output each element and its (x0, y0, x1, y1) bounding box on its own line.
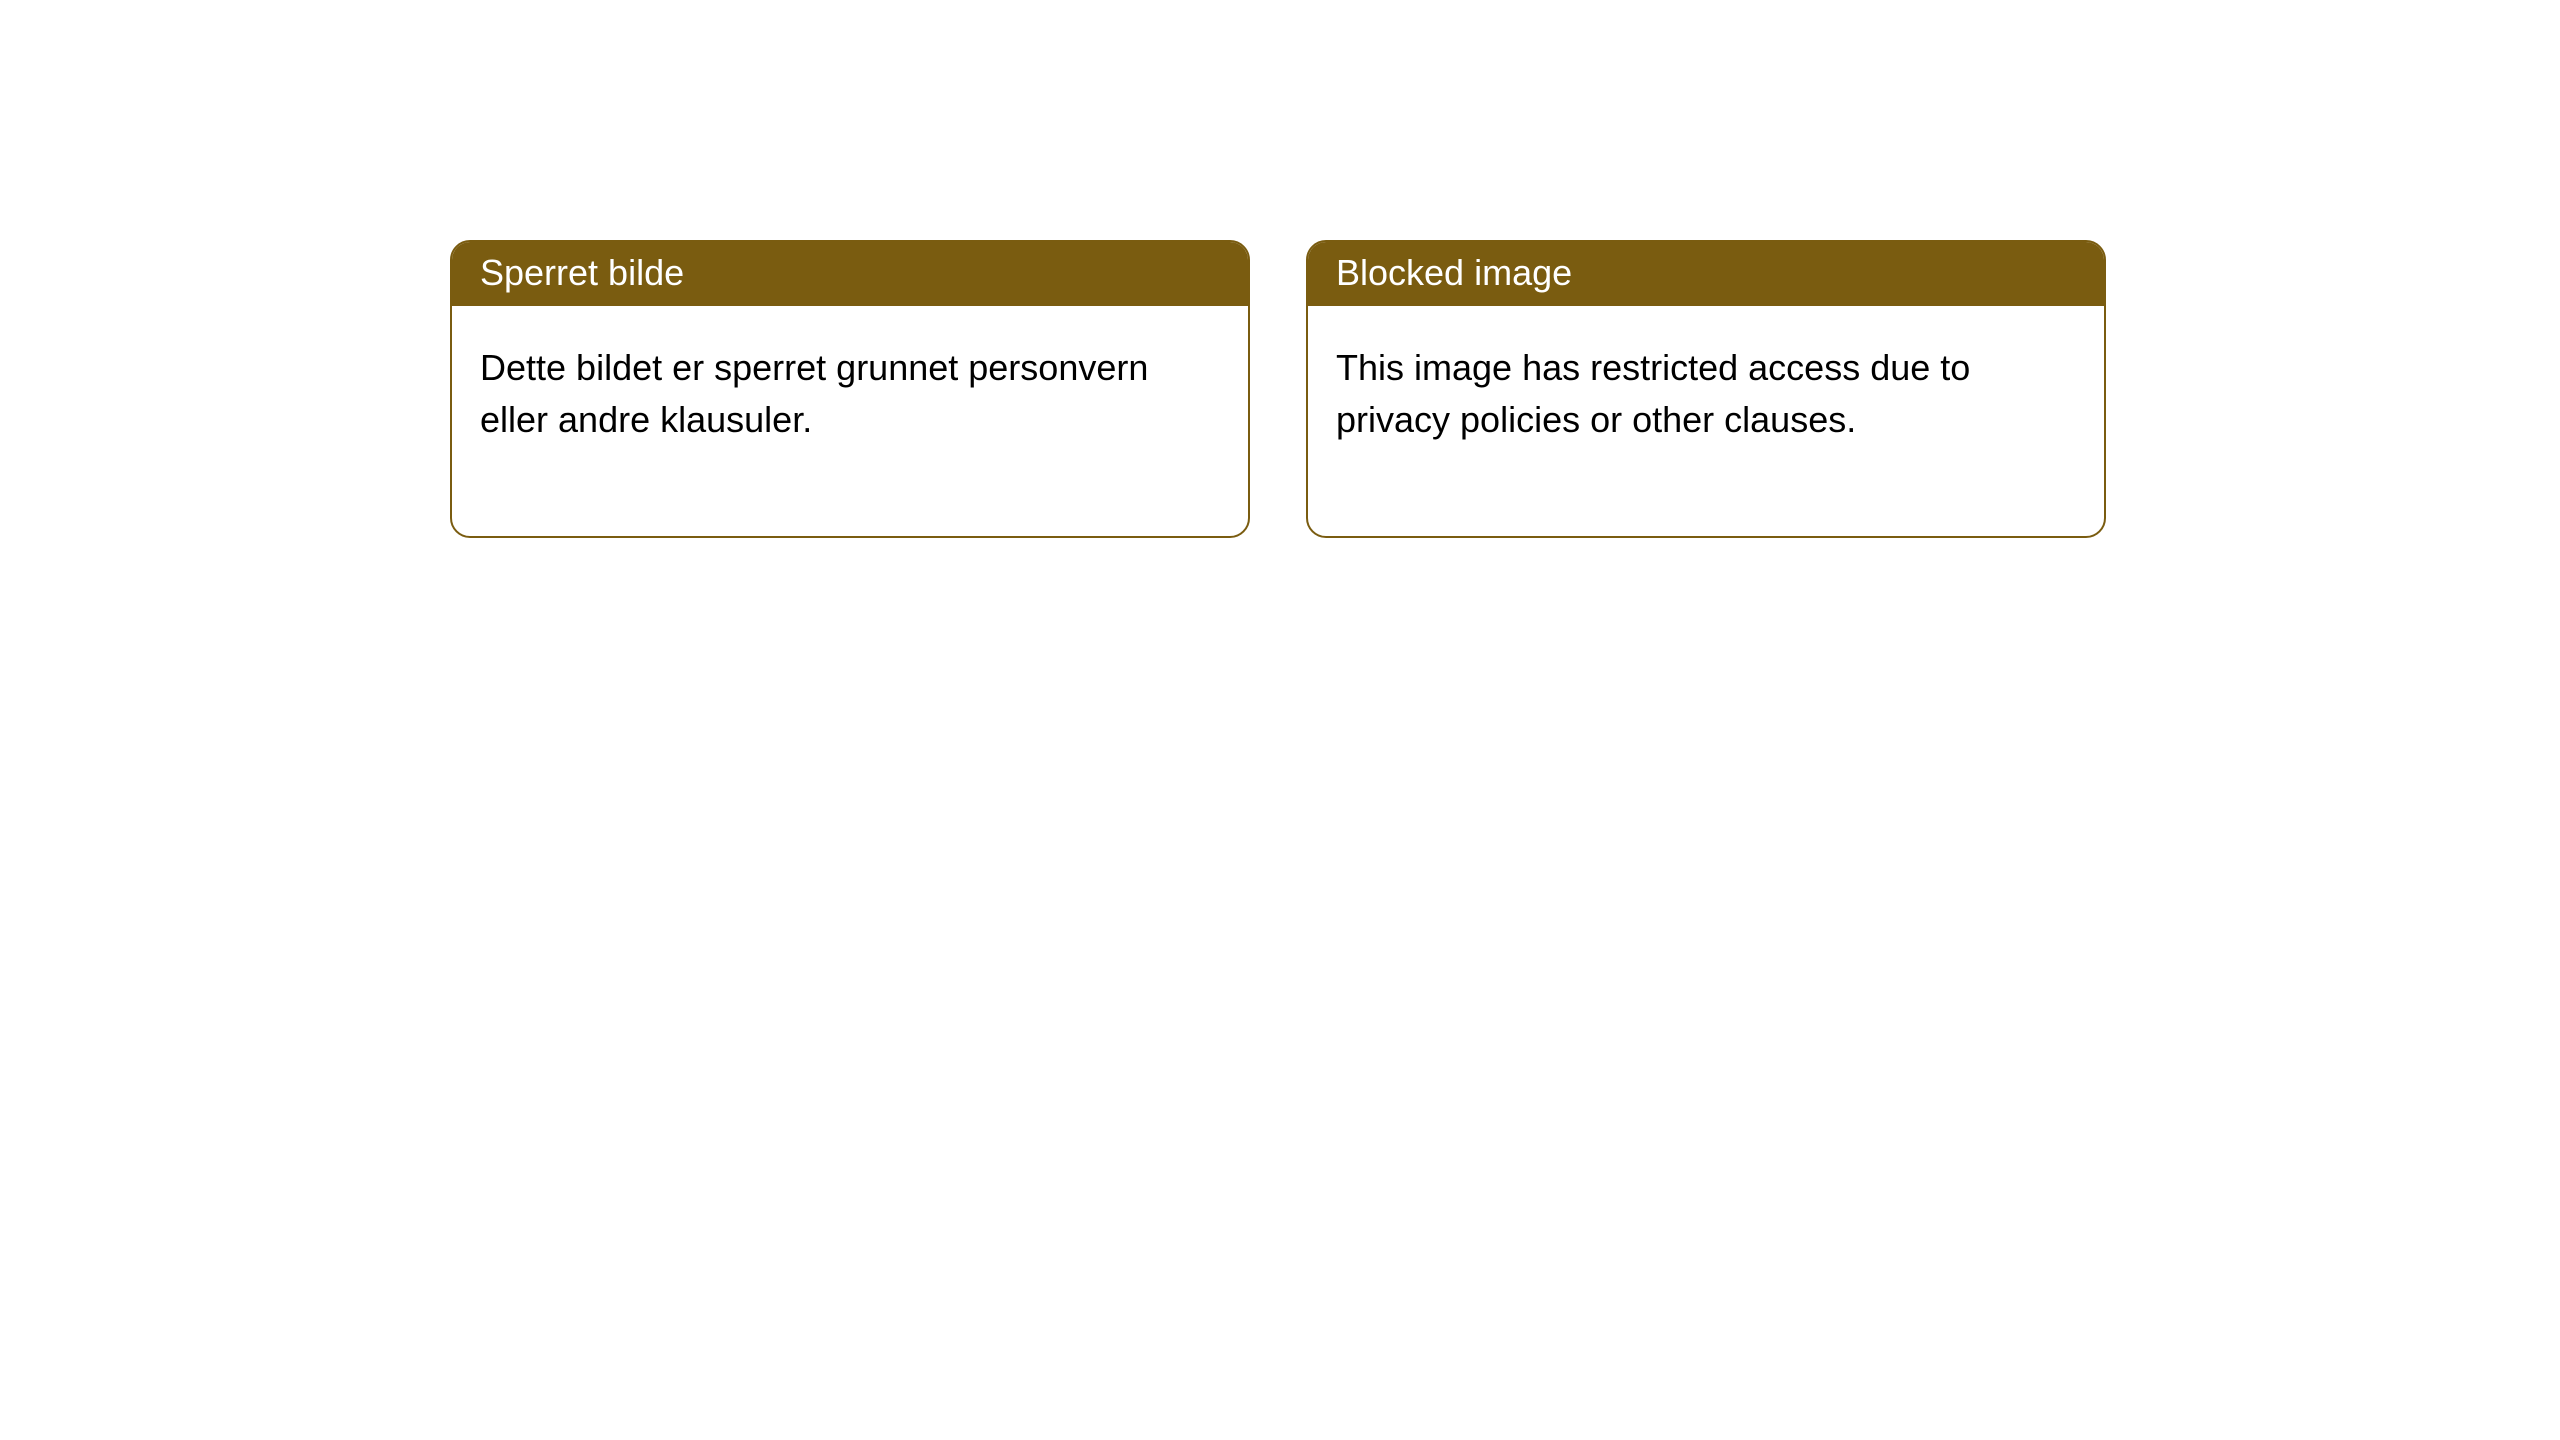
card-body: This image has restricted access due to … (1308, 306, 2104, 536)
card-header: Sperret bilde (452, 242, 1248, 306)
notice-cards-container: Sperret bilde Dette bildet er sperret gr… (0, 0, 2560, 538)
card-title: Sperret bilde (480, 252, 684, 293)
card-body-text: This image has restricted access due to … (1336, 347, 1970, 440)
notice-card-english: Blocked image This image has restricted … (1306, 240, 2106, 538)
card-body: Dette bildet er sperret grunnet personve… (452, 306, 1248, 536)
card-header: Blocked image (1308, 242, 2104, 306)
card-title: Blocked image (1336, 252, 1572, 293)
notice-card-norwegian: Sperret bilde Dette bildet er sperret gr… (450, 240, 1250, 538)
card-body-text: Dette bildet er sperret grunnet personve… (480, 347, 1148, 440)
